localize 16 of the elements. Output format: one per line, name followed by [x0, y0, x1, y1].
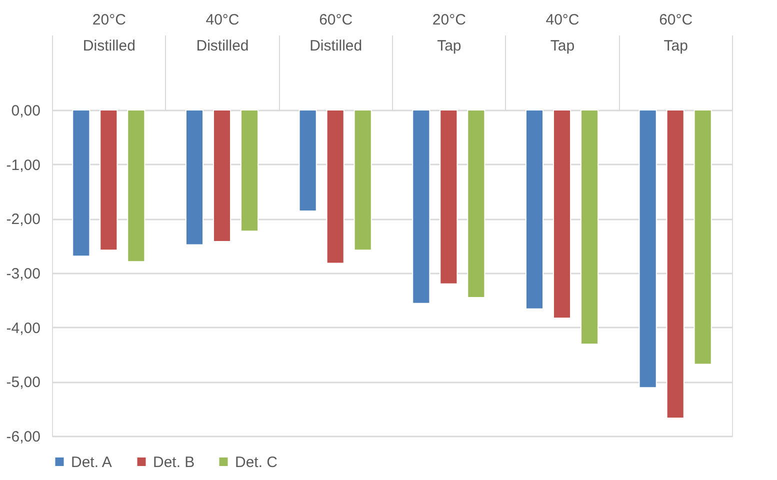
y-tick-label: -5,00	[6, 374, 40, 392]
legend-label: Det. A	[71, 454, 112, 471]
x-tick-label: 60°C Distilled	[310, 12, 362, 54]
legend-label: Det. C	[235, 454, 278, 471]
x-tick-label: 40°C Tap	[546, 12, 580, 54]
y-tick-label: -4,00	[6, 320, 40, 337]
x-tick-label: 60°C Tap	[659, 12, 693, 54]
x-tick-label: 20°C Tap	[432, 12, 466, 54]
legend-label: Det. B	[153, 454, 195, 471]
y-tick-label: -6,00	[6, 428, 40, 446]
x-tick-label: 40°C Distilled	[196, 12, 249, 54]
y-tick-label: -2,00	[6, 211, 40, 228]
y-tick-label: -1,00	[6, 156, 40, 174]
x-tick-label: 20°C Distilled	[82, 12, 136, 54]
y-tick-label: 0,00	[11, 102, 40, 120]
y-tick-label: -3,00	[6, 266, 40, 282]
